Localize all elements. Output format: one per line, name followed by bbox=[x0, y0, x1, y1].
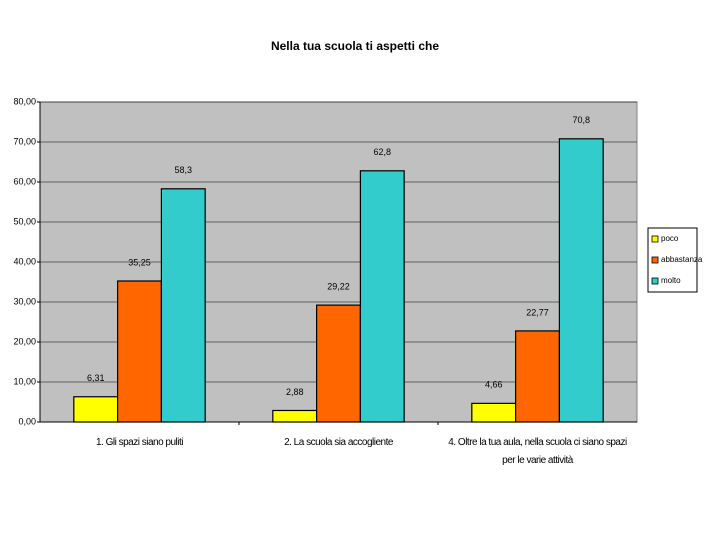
bar bbox=[160, 188, 206, 423]
bar bbox=[117, 280, 162, 423]
y-tick-label: 30,00 bbox=[13, 296, 36, 306]
y-tick-label: 60,00 bbox=[13, 176, 36, 186]
y-tick-label: 80,00 bbox=[13, 96, 36, 106]
y-tick-label: 10,00 bbox=[13, 376, 36, 386]
value-label: 22,77 bbox=[526, 307, 549, 317]
y-tick-label: 0,00 bbox=[18, 416, 36, 426]
bar bbox=[515, 330, 560, 423]
value-label: 6,31 bbox=[87, 373, 105, 383]
bar bbox=[272, 409, 318, 423]
y-tick-label: 70,00 bbox=[13, 136, 36, 146]
legend-swatch bbox=[651, 277, 659, 285]
value-label: 62,8 bbox=[374, 147, 392, 157]
x-tick-label: 1. Gli spazi siano puliti bbox=[96, 437, 184, 448]
y-tick-label: 20,00 bbox=[13, 336, 36, 346]
legend-label: molto bbox=[661, 276, 681, 285]
bar bbox=[558, 138, 604, 423]
bar bbox=[471, 402, 517, 423]
legend-swatch bbox=[651, 235, 659, 243]
x-tick-label-box: 1. Gli spazi siano puliti bbox=[96, 437, 184, 448]
legend-swatch bbox=[651, 256, 659, 264]
x-tick-label-box: 4. Oltre la tua aula, nella scuola ci si… bbox=[448, 437, 627, 466]
value-label: 70,8 bbox=[573, 115, 591, 125]
y-tick-label: 50,00 bbox=[13, 216, 36, 226]
value-label: 2,88 bbox=[286, 387, 304, 397]
y-tick-label: 40,00 bbox=[13, 256, 36, 266]
legend-label: poco bbox=[661, 234, 679, 243]
value-label: 29,22 bbox=[327, 281, 350, 291]
legend-label: abbastanza bbox=[661, 255, 703, 264]
x-tick-label-box: 2. La scuola sia accogliente bbox=[284, 437, 393, 448]
value-label: 35,25 bbox=[128, 257, 151, 267]
chart-title: Nella tua scuola ti aspetti che bbox=[271, 39, 439, 53]
x-tick-label: 2. La scuola sia accogliente bbox=[284, 437, 393, 448]
bar bbox=[359, 170, 405, 423]
bar bbox=[316, 304, 361, 423]
value-label: 4,66 bbox=[485, 380, 503, 390]
bar bbox=[73, 396, 119, 423]
value-label: 58,3 bbox=[175, 165, 193, 175]
x-tick-label: 4. Oltre la tua aula, nella scuola ci si… bbox=[448, 437, 627, 466]
